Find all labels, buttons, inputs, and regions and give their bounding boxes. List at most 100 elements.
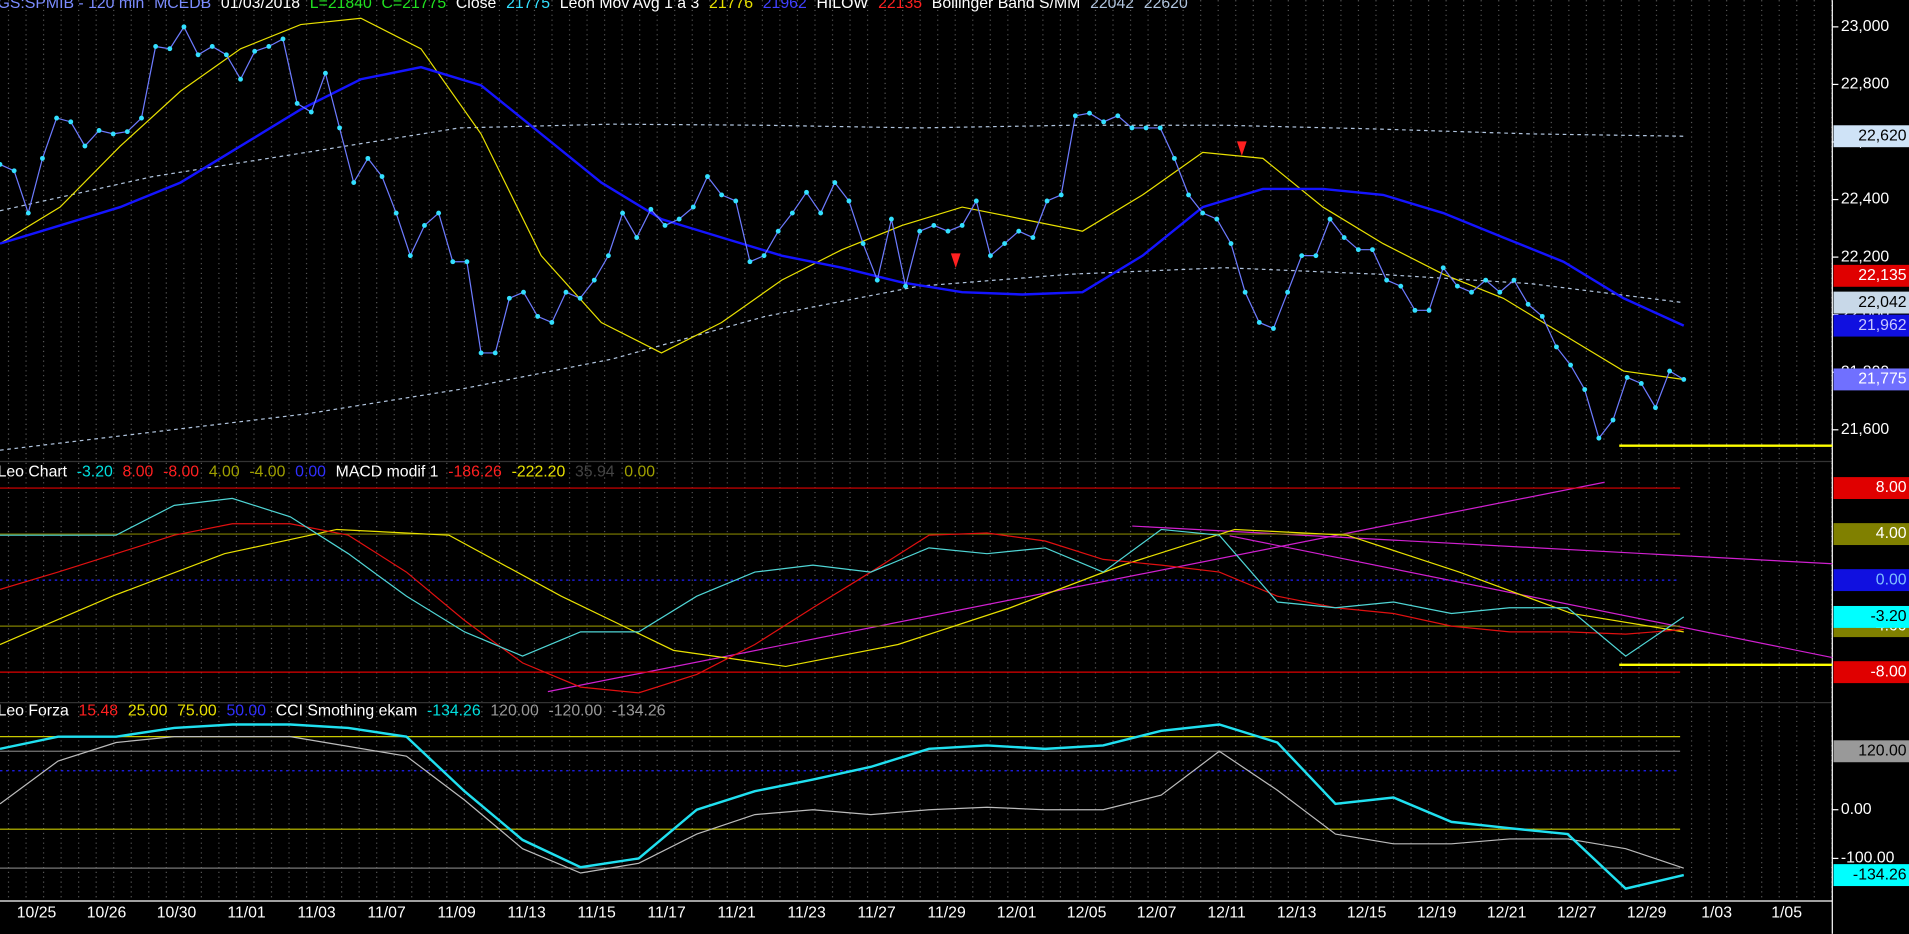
y-tick-label: 22,800 (1841, 76, 1890, 93)
signal-arrow (950, 253, 961, 268)
legend-item: 22042 (1090, 0, 1134, 12)
legend-item: Close (456, 0, 497, 12)
value-tag-label: 8.00 (1876, 479, 1907, 496)
legend-item: -8.00 (163, 464, 199, 481)
value-tag-label: -3.20 (1871, 608, 1907, 625)
x-tick-label: 12/07 (1137, 904, 1177, 921)
x-tick-label: 11/15 (577, 904, 616, 921)
y-tick-label: 22,200 (1841, 248, 1890, 265)
legend-item: C=21775 (382, 0, 447, 12)
legend-item: Bollinger Band S/MM (932, 0, 1081, 12)
data-point (945, 228, 951, 234)
data-point (733, 198, 739, 204)
data-point (1228, 241, 1234, 247)
data-point (1002, 241, 1008, 247)
series-line (0, 17, 1684, 381)
vertical-grid (7, 0, 1833, 902)
x-tick-label: 12/05 (1067, 904, 1107, 921)
data-point (1582, 387, 1588, 392)
value-tag (1833, 864, 1909, 887)
y-tick-label: 22,400 (1841, 191, 1890, 208)
data-point (153, 44, 159, 49)
value-tag (1833, 264, 1909, 287)
data-point (0, 162, 3, 167)
data-point (973, 198, 979, 204)
data-point (337, 125, 343, 131)
legend-item: 120.00 (490, 702, 539, 719)
data-point (280, 36, 286, 42)
data-point (252, 48, 258, 54)
data-point (209, 44, 215, 49)
data-point (648, 206, 654, 212)
value-tag (1833, 477, 1909, 500)
data-point (238, 76, 243, 82)
y-tick-label: 0.00 (1841, 801, 1872, 818)
value-tag-label: -134.26 (1853, 866, 1907, 883)
legend-item: 4.00 (209, 464, 240, 481)
data-point (789, 210, 795, 216)
x-tick-label: 11/13 (507, 904, 546, 921)
data-point (1511, 277, 1517, 283)
legend-item: -186.26 (448, 464, 502, 481)
data-point (1030, 235, 1036, 240)
data-point (139, 115, 144, 121)
data-point (1497, 289, 1503, 295)
x-tick-label: 12/15 (1347, 904, 1387, 921)
series-line (0, 736, 1684, 874)
x-tick-label: 12/29 (1627, 904, 1667, 921)
legend-item: MACD modif 1 (336, 464, 439, 481)
data-point (620, 210, 626, 216)
legend-item: 01/03/2018 (221, 0, 300, 12)
value-tag (1833, 523, 1909, 546)
legend-item: L=21840 (310, 0, 372, 12)
x-tick-label: 11/09 (437, 904, 476, 921)
value-tag (1833, 125, 1909, 148)
trend-line (1132, 525, 1833, 565)
data-point (1667, 368, 1673, 374)
legend-item: 22620 (1144, 0, 1188, 12)
data-point (931, 223, 937, 228)
legend-item: 15.48 (79, 702, 119, 719)
data-point (1370, 247, 1375, 253)
data-point (1115, 113, 1121, 119)
data-point (110, 131, 116, 137)
y-tick-label: -100.00 (1841, 850, 1895, 867)
value-tag-label: 4.00 (1876, 525, 1907, 542)
data-point (634, 235, 640, 240)
value-tag-label: 22,620 (1858, 127, 1907, 144)
x-tick-label: 11/29 (927, 904, 966, 921)
data-point (1129, 125, 1135, 131)
data-point (719, 192, 725, 198)
data-point (1610, 417, 1616, 423)
legend-item: MCEDB (154, 0, 211, 12)
data-point (1200, 210, 1206, 216)
value-tag-label: 120.00 (1858, 742, 1907, 759)
data-point (1299, 253, 1305, 259)
data-point (407, 253, 413, 259)
data-point (1469, 289, 1474, 295)
legend-item: Leon Mov Avg 1 a 3 (560, 0, 700, 12)
data-point (1143, 125, 1149, 131)
data-point (422, 223, 427, 228)
legend-item: Leo Forza (0, 702, 69, 719)
legend-item: -134.26 (612, 702, 666, 719)
data-point (40, 155, 45, 161)
data-point (1214, 216, 1220, 222)
data-point (1355, 247, 1361, 253)
data-point (1341, 235, 1347, 240)
x-tick-label: 1/05 (1771, 904, 1802, 921)
y-tick-label: 21,600 (1841, 421, 1890, 438)
data-point (662, 223, 668, 228)
data-point (436, 210, 442, 216)
x-tick-label: 11/27 (857, 904, 895, 921)
x-tick-label: 12/13 (1277, 904, 1317, 921)
x-tick-label: 11/01 (227, 904, 266, 921)
x-tick-label: 11/07 (367, 904, 405, 921)
value-tag (1833, 314, 1909, 337)
data-point (195, 52, 201, 58)
x-tick-label: 12/21 (1487, 904, 1527, 921)
value-tag (1833, 605, 1909, 628)
data-point (393, 210, 399, 216)
x-tick-label: 1/03 (1701, 904, 1732, 921)
x-tick-label: 12/19 (1417, 904, 1457, 921)
